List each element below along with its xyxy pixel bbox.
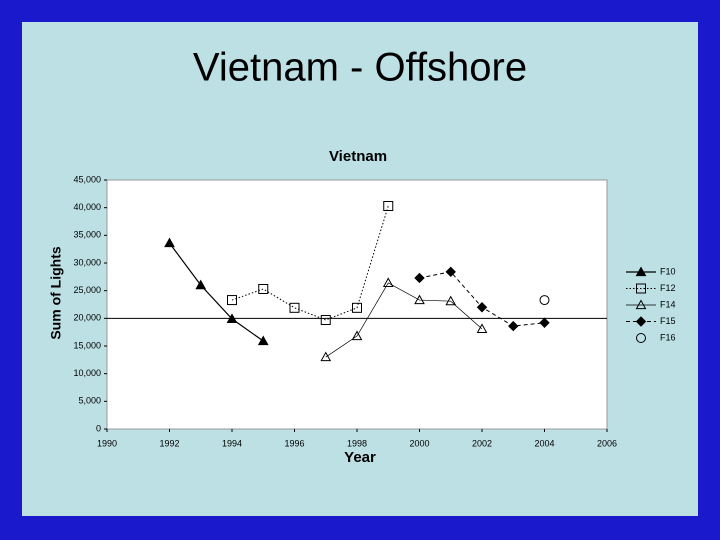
data-point [257,335,269,346]
slide-title: Vietnam - Offshore [193,46,527,90]
data-point [476,323,488,333]
chart: Vietnam - Offshore Vietnam Year Sum of L… [48,46,676,466]
legend-marker [636,333,646,343]
x-tick-label: 2002 [472,438,492,448]
x-tick-label: 1994 [222,438,242,448]
x-tick-label: 1990 [97,438,117,448]
data-point [382,277,394,288]
data-point [320,351,332,362]
legend-marker [636,283,646,294]
legend-label: F15 [660,316,676,326]
legend-marker [635,299,647,310]
data-point [352,302,362,313]
y-axis-label: Sum of Lights [48,246,64,340]
series-line [231,205,389,321]
data-point [227,295,237,306]
legend-marker [635,316,647,327]
legend-label: F16 [660,332,676,342]
data-point [445,266,456,278]
y-tick-label: 5,000 [78,396,101,406]
data-point [351,330,363,341]
data-point [289,302,300,313]
x-tick-label: 1996 [284,438,304,448]
data-point [508,320,519,332]
data-point [539,295,550,306]
data-point [539,317,550,328]
data-point [383,201,394,212]
x-tick-label: 2004 [534,438,554,448]
data-point [164,237,175,248]
chart-title: Vietnam [329,148,387,165]
x-tick-label: 1998 [347,438,367,448]
legend-label: F12 [660,283,676,293]
plot-area [106,179,608,430]
data-point [320,314,331,325]
series-line [169,242,264,342]
legend-label: F10 [660,266,676,276]
y-tick-label: 45,000 [73,174,101,184]
legend-marker [635,266,647,277]
slide: Vietnam - Offshore Vietnam Year Sum of L… [22,22,698,516]
y-tick-label: 40,000 [73,202,101,212]
y-tick-label: 20,000 [73,313,101,323]
x-axis-label: Year [344,449,376,466]
data-point [414,272,425,284]
data-point [258,284,269,295]
y-tick-label: 30,000 [73,257,101,267]
legend-label: F14 [660,299,676,309]
data-point [195,279,207,290]
x-tick-label: 2000 [409,438,429,448]
series-line [325,282,483,358]
y-tick-label: 35,000 [73,230,101,240]
data-point [226,313,238,323]
data-point [445,295,457,306]
data-point [476,302,488,313]
x-tick-label: 2006 [597,438,617,448]
data-point [414,294,425,305]
y-tick-label: 25,000 [73,285,101,295]
x-tick-label: 1992 [159,438,179,448]
y-tick-label: 10,000 [73,368,101,378]
y-tick-label: 0 [96,423,101,433]
y-tick-label: 15,000 [73,340,101,350]
